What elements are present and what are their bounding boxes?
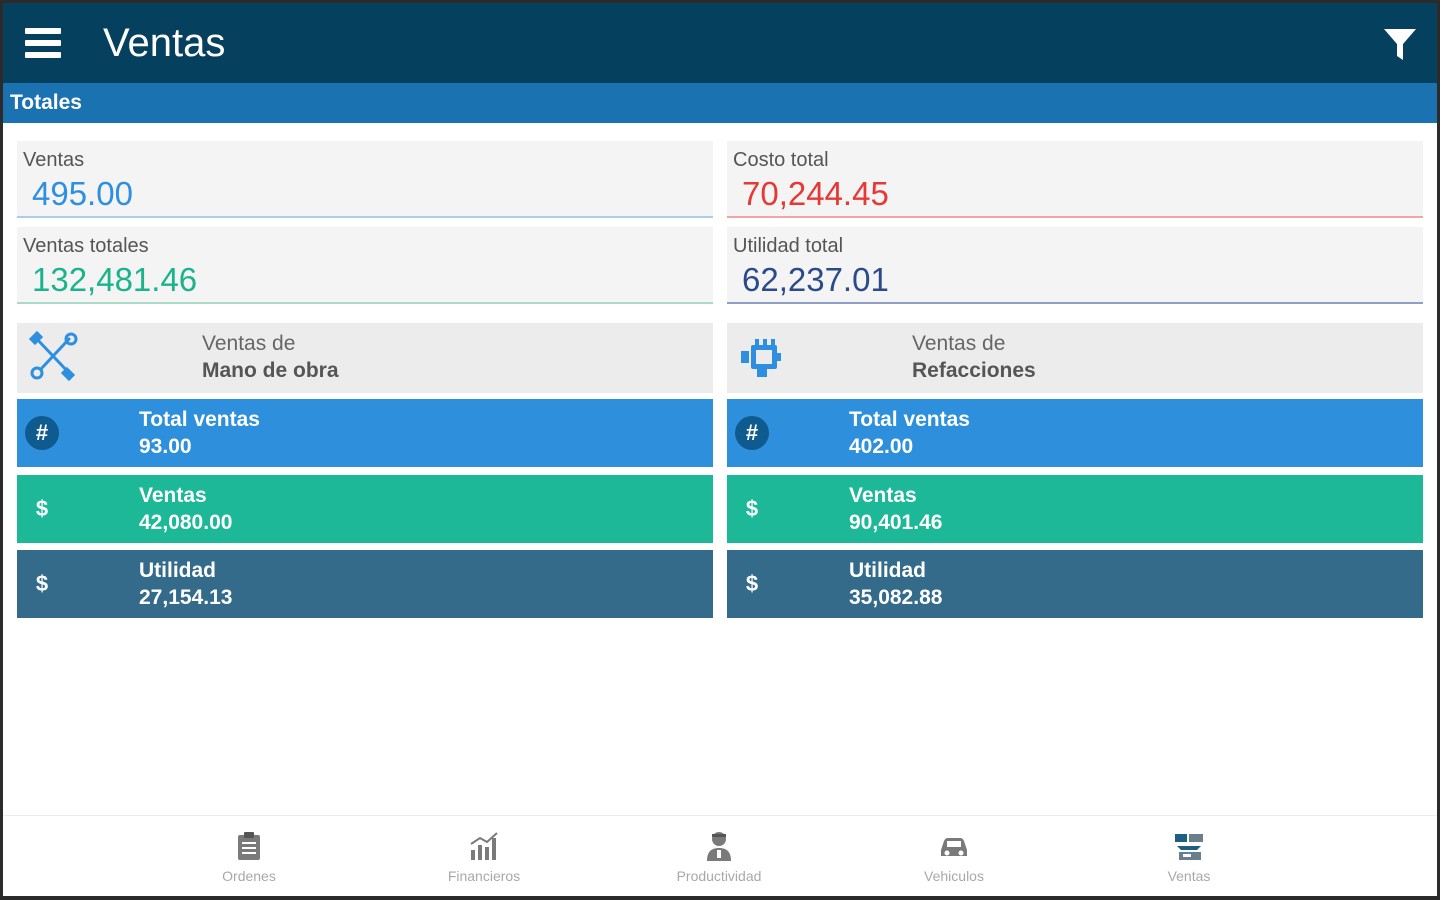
hamburger-menu-icon[interactable] <box>25 28 61 60</box>
metric-value: 495.00 <box>32 175 133 212</box>
hash-icon: # <box>735 416 769 450</box>
dollar-icon: $ <box>745 571 759 596</box>
page-title: Ventas <box>103 21 226 65</box>
bar-chart-icon <box>470 832 498 860</box>
nav-label: Financieros <box>447 868 521 884</box>
metric-utilidad-total: Utilidad total 62,237.01 <box>727 227 1423 304</box>
section-header-totales: Totales <box>3 83 1437 123</box>
category-line1: Ventas de <box>202 332 296 355</box>
nav-item-ordenes[interactable]: Ordenes <box>169 816 329 896</box>
stat-value: 27,154.13 <box>139 586 233 609</box>
stat-total-ventas-mano-de-obra: # Total ventas 93.00 <box>17 399 713 467</box>
tools-icon <box>28 331 78 382</box>
app-screen: Ventas Totales Ventas 495.00 Costo total… <box>3 3 1437 896</box>
bottom-navigation: Ordenes Financieros Productividad <box>3 815 1437 896</box>
category-title: Mano de obra <box>202 359 339 382</box>
stat-value: 42,080.00 <box>139 511 233 534</box>
dollar-icon: $ <box>745 496 759 521</box>
nav-item-ventas[interactable]: Ventas <box>1109 816 1269 896</box>
stat-label: Ventas <box>139 484 207 507</box>
dollar-icon: $ <box>35 496 49 521</box>
stat-label: Total ventas <box>139 408 260 431</box>
stat-label: Utilidad <box>849 559 926 582</box>
stat-label: Ventas <box>849 484 917 507</box>
category-line1: Ventas de <box>912 332 1006 355</box>
app-bar: Ventas <box>3 3 1437 83</box>
stat-ventas-mano-de-obra: $ Ventas 42,080.00 <box>17 475 713 543</box>
metric-value: 132,481.46 <box>32 261 198 298</box>
category-title: Refacciones <box>912 359 1036 382</box>
metric-costo-total: Costo total 70,244.45 <box>727 141 1423 218</box>
nav-label: Ordenes <box>222 868 276 884</box>
filter-icon[interactable] <box>1383 27 1417 63</box>
stat-value: 402.00 <box>849 435 914 458</box>
sales-icon <box>1175 834 1203 860</box>
nav-label: Vehiculos <box>924 868 984 884</box>
nav-label: Ventas <box>1167 868 1211 884</box>
stat-value: 35,082.88 <box>849 586 943 609</box>
engine-part-icon <box>741 339 781 377</box>
mechanic-icon <box>707 832 731 861</box>
dollar-icon: $ <box>35 571 49 596</box>
metric-ventas-totales: Ventas totales 132,481.46 <box>17 227 713 304</box>
metric-label: Ventas totales <box>23 235 149 257</box>
stat-total-ventas-refacciones: # Total ventas 402.00 <box>727 399 1423 467</box>
stat-value: 90,401.46 <box>849 511 943 534</box>
metric-label: Ventas <box>23 149 85 171</box>
metric-label: Costo total <box>733 149 829 171</box>
category-header-mano-de-obra: Ventas de Mano de obra <box>17 323 713 393</box>
stat-ventas-refacciones: $ Ventas 90,401.46 <box>727 475 1423 543</box>
nav-item-vehiculos[interactable]: Vehiculos <box>874 816 1034 896</box>
nav-item-financieros[interactable]: Financieros <box>404 816 564 896</box>
stat-utilidad-refacciones: $ Utilidad 35,082.88 <box>727 550 1423 618</box>
car-icon <box>941 838 967 856</box>
stat-utilidad-mano-de-obra: $ Utilidad 27,154.13 <box>17 550 713 618</box>
nav-item-productividad[interactable]: Productividad <box>639 816 799 896</box>
metric-label: Utilidad total <box>733 235 844 257</box>
category-header-refacciones: Ventas de Refacciones <box>727 323 1423 393</box>
metric-value: 70,244.45 <box>742 175 889 212</box>
stat-label: Utilidad <box>139 559 216 582</box>
metric-ventas: Ventas 495.00 <box>17 141 713 218</box>
stat-label: Total ventas <box>849 408 970 431</box>
nav-label: Productividad <box>676 868 762 884</box>
stat-value: 93.00 <box>139 435 192 458</box>
hash-icon: # <box>25 416 59 450</box>
metric-value: 62,237.01 <box>742 261 889 298</box>
clipboard-icon <box>238 832 260 860</box>
